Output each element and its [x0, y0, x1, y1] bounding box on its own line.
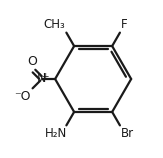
- Text: H₂N: H₂N: [45, 127, 67, 140]
- Text: O: O: [28, 55, 37, 68]
- Text: ⁻O: ⁻O: [15, 90, 31, 103]
- Text: Br: Br: [121, 127, 134, 140]
- Text: CH₃: CH₃: [44, 18, 66, 31]
- Text: F: F: [121, 18, 127, 31]
- Text: N: N: [37, 73, 47, 85]
- Text: +: +: [41, 72, 48, 81]
